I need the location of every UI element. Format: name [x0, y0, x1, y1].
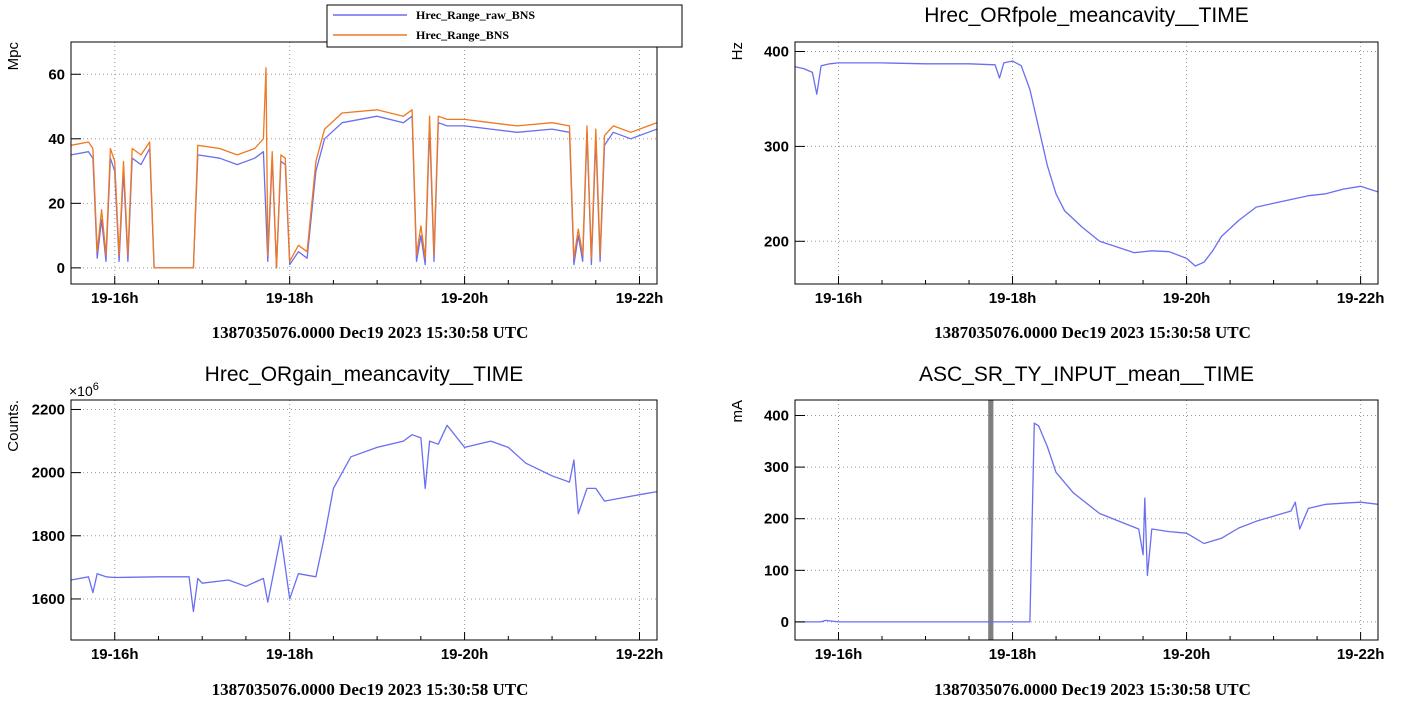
legend-entry: Hrec_Range_BNS	[416, 28, 509, 42]
y-tick-label: 60	[48, 66, 65, 83]
y-tick-label: 200	[764, 511, 789, 528]
plot-frame	[794, 41, 1379, 285]
x-tick-label: 19-18h	[266, 646, 314, 663]
x-tick-label: 19-22h	[616, 290, 664, 307]
series-line-1	[71, 424, 657, 613]
chart-title: Hrec_ORfpole_meancavity__TIME	[924, 4, 1248, 27]
y-axis-label: Hz	[729, 42, 746, 60]
x-tick-label: 19-16h	[91, 290, 139, 307]
x-tick-label: 19-20h	[1163, 290, 1211, 307]
chart-title: ASC_SR_TY_INPUT_mean__TIME	[919, 363, 1254, 386]
chart-title: Hrec_ORgain_meancavity__TIME	[205, 363, 524, 386]
y-tick-label: 400	[764, 407, 789, 424]
plot-frame	[70, 41, 658, 285]
plot-frame	[794, 399, 1379, 641]
y-tick-label: 300	[764, 138, 789, 155]
y-tick-label: 1800	[32, 528, 65, 545]
x-tick-label: 19-20h	[441, 290, 489, 307]
y-tick-label: 400	[764, 43, 789, 60]
series-line-1	[71, 115, 657, 269]
y-axis-label: Mpc	[5, 42, 22, 71]
timestamp-footer: 1387035076.0000 Dec19 2023 15:30:58 UTC	[934, 680, 1251, 699]
y-tick-label: 300	[764, 459, 789, 476]
chart-panel-3: 19-16h 19-18h 19-20h 19-22h 1600 1800 2000 2200…	[5, 363, 663, 699]
series-line-1	[795, 60, 1378, 267]
y-tick-label: 20	[48, 195, 65, 212]
x-tick-label: 19-16h	[815, 290, 863, 307]
y-tick-label: 200	[764, 233, 789, 250]
y-tick-label: 2200	[32, 401, 65, 418]
x-tick-label: 19-22h	[1337, 646, 1385, 663]
y-tick-label: 2000	[32, 465, 65, 482]
x-tick-label: 19-20h	[441, 646, 489, 663]
x-tick-label: 19-22h	[1337, 290, 1385, 307]
y-tick-label: 1600	[32, 591, 65, 608]
chart-panel-1: 19-16h 19-18h 19-20h 19-22h 0 20 40 60 Mpc 138703…	[5, 4, 683, 342]
y-tick-label: 0	[57, 260, 65, 277]
timestamp-footer: 1387035076.0000 Dec19 2023 15:30:58 UTC	[212, 323, 529, 342]
x-tick-label: 19-22h	[616, 646, 664, 663]
x-tick-label: 19-20h	[1163, 646, 1211, 663]
x-tick-label: 19-18h	[989, 290, 1037, 307]
y-multiplier: ×106	[69, 381, 99, 399]
y-tick-label: 100	[764, 562, 789, 579]
x-tick-label: 19-18h	[266, 290, 314, 307]
chart-panel-4: 19-16h 19-18h 19-20h 19-22h 0 100 200 300 400 mA A…	[729, 363, 1384, 699]
series-line-1	[795, 422, 1378, 623]
plot-frame	[70, 399, 658, 641]
shaded-band	[988, 400, 994, 640]
y-axis-label: Counts.	[5, 400, 22, 452]
x-tick-label: 19-16h	[815, 646, 863, 663]
legend-entry: Hrec_Range_raw_BNS	[416, 8, 535, 22]
y-tick-label: 40	[48, 131, 65, 148]
x-tick-label: 19-16h	[91, 646, 139, 663]
series-line-2	[71, 67, 657, 269]
timestamp-footer: 1387035076.0000 Dec19 2023 15:30:58 UTC	[212, 680, 529, 699]
legend: Hrec_Range_raw_BNS Hrec_Range_BNS	[326, 4, 683, 48]
chart-panel-2: 19-16h 19-18h 19-20h 19-22h 200 300 400 Hz Hrec_…	[729, 4, 1384, 342]
y-axis-label: mA	[729, 400, 746, 423]
y-tick-label: 0	[781, 614, 789, 631]
timestamp-footer: 1387035076.0000 Dec19 2023 15:30:58 UTC	[934, 323, 1251, 342]
x-tick-label: 19-18h	[989, 646, 1037, 663]
